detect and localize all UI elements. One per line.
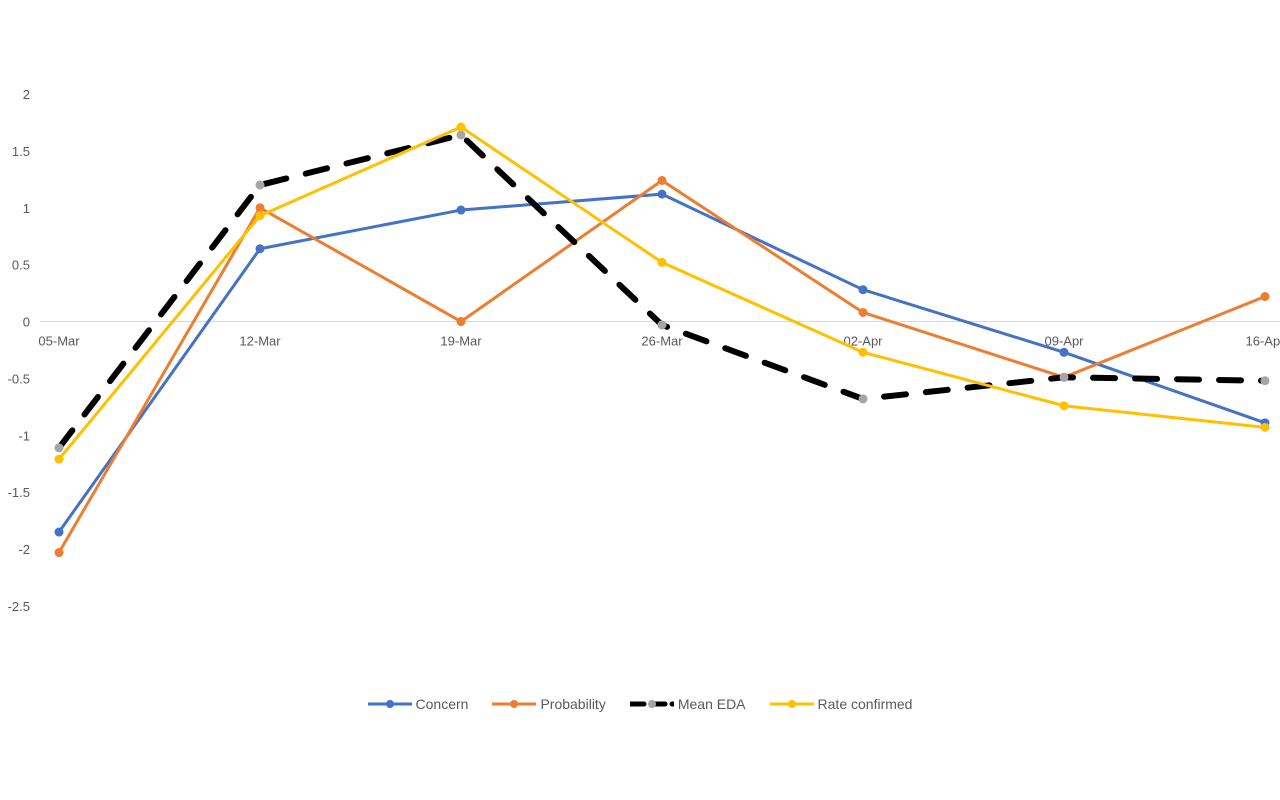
y-tick-label: -1.5 xyxy=(8,485,30,500)
series-rate-confirmed xyxy=(54,122,1270,464)
y-tick-label: 2 xyxy=(23,87,30,102)
data-point-probability xyxy=(858,307,868,317)
data-point-probability xyxy=(657,175,667,185)
series-mean-eda xyxy=(54,130,1270,453)
legend-label-rate-confirmed: Rate confirmed xyxy=(817,696,913,712)
data-point-concern xyxy=(1059,347,1069,357)
y-tick-label: 0 xyxy=(23,315,30,330)
x-tick-label: 05-Mar xyxy=(38,334,80,349)
x-tick-label: 19-Mar xyxy=(440,334,482,349)
data-point-rate-confirmed xyxy=(1260,422,1270,432)
data-point-rate-confirmed xyxy=(657,257,667,267)
data-point-concern xyxy=(657,189,667,199)
legend: Concern Probability Mean EDA Rate confir… xyxy=(0,694,1280,714)
data-point-rate-confirmed xyxy=(255,211,265,221)
data-point-rate-confirmed xyxy=(858,347,868,357)
legend-label-mean-eda: Mean EDA xyxy=(677,696,746,712)
y-tick-label: 0.5 xyxy=(12,258,30,273)
x-axis-ticks: 05-Mar 12-Mar 19-Mar 26-Mar 02-Apr 09-Apr 16-A… xyxy=(38,334,1280,349)
legend-swatch-concern xyxy=(367,700,412,708)
x-tick-label: 26-Mar xyxy=(641,334,683,349)
legend-label-probability: Probability xyxy=(540,696,606,712)
y-tick-label: 1 xyxy=(23,201,30,216)
data-point-mean-eda xyxy=(456,130,466,140)
x-tick-label: 02-Apr xyxy=(843,334,883,349)
data-point-probability xyxy=(54,548,64,558)
data-point-mean-eda xyxy=(54,443,64,453)
data-point-mean-eda xyxy=(858,394,868,404)
series-line-probability xyxy=(57,178,1266,554)
data-point-rate-confirmed xyxy=(1059,401,1069,411)
legend-label-concern: Concern xyxy=(415,696,469,712)
legend-swatch-probability xyxy=(492,700,537,708)
legend-item-rate-confirmed: Rate confirmed xyxy=(769,694,913,714)
y-tick-label: -2 xyxy=(18,542,30,557)
y-tick-label: -2.5 xyxy=(8,599,30,614)
y-tick-label: -1 xyxy=(18,428,30,443)
data-point-mean-eda xyxy=(657,320,667,330)
y-tick-label: -0.5 xyxy=(8,371,30,386)
x-tick-label: 16-Apr xyxy=(1245,334,1280,349)
y-axis-ticks: 2 1.5 1 0.5 0 -0.5 -1 -1.5 -2 -2.5 xyxy=(8,87,30,614)
series-concern xyxy=(54,189,1270,537)
x-tick-label: 12-Mar xyxy=(239,334,281,349)
y-tick-label: 1.5 xyxy=(12,144,30,159)
legend-swatch-rate-confirmed xyxy=(769,700,814,708)
data-point-probability xyxy=(1260,292,1270,302)
data-point-mean-eda xyxy=(255,180,265,190)
data-point-concern xyxy=(54,527,64,537)
series-probability xyxy=(54,175,1270,558)
data-point-concern xyxy=(456,205,466,215)
legend-item-mean-eda: Mean EDA xyxy=(629,694,746,714)
data-point-probability xyxy=(456,317,466,327)
legend-item-concern: Concern xyxy=(367,694,469,714)
data-point-rate-confirmed xyxy=(54,454,64,464)
data-point-mean-eda xyxy=(1260,376,1270,386)
legend-item-probability: Probability xyxy=(492,694,606,714)
chart-svg: 2 1.5 1 0.5 0 -0.5 -1 -1.5 -2 -2.5 05-Mar 12-Mar 19… xyxy=(8,87,1280,614)
data-point-rate-confirmed xyxy=(456,122,466,132)
series-layer xyxy=(54,122,1270,558)
x-tick-label: 09-Apr xyxy=(1044,334,1084,349)
data-point-concern xyxy=(255,244,265,254)
legend-swatch-mean-eda xyxy=(629,700,674,708)
data-point-mean-eda xyxy=(1059,372,1069,382)
data-point-probability xyxy=(255,203,265,213)
data-point-concern xyxy=(858,285,868,295)
